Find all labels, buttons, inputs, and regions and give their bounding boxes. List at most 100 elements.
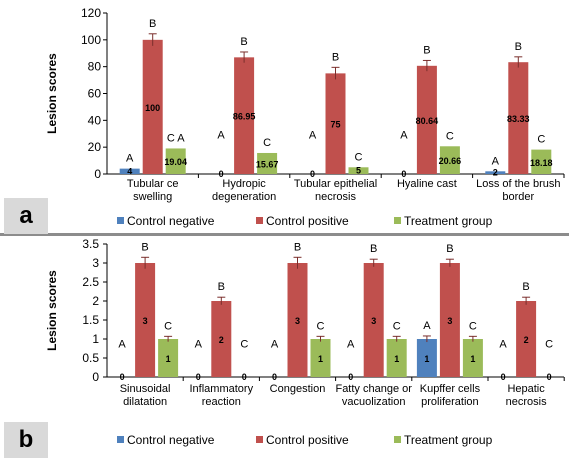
legend-label: Treatment group (404, 214, 493, 228)
bar (531, 149, 552, 174)
data-label: 100 (145, 103, 160, 113)
significance-letter: A (347, 339, 355, 351)
data-label: 83.33 (507, 114, 530, 124)
data-label: 1 (394, 354, 399, 364)
bar (386, 339, 407, 377)
category-label: Kupffer cells (420, 383, 481, 395)
data-label: 3 (371, 316, 376, 326)
data-label: 0 (219, 169, 224, 179)
significance-letter: B (332, 51, 339, 63)
data-label: 19.04 (164, 157, 187, 167)
bar (508, 62, 529, 175)
y-tick-label: 0 (94, 167, 101, 181)
legend-label: Control positive (266, 433, 349, 447)
category-label: Congestion (270, 383, 326, 395)
category-label: necrosis (506, 396, 547, 408)
data-label: 80.64 (416, 116, 439, 126)
legend-swatch (394, 217, 401, 224)
data-label: 0 (310, 169, 315, 179)
data-label: 0 (547, 372, 552, 382)
legend-label: Control negative (127, 214, 215, 228)
y-tick-label: 1 (92, 332, 99, 346)
y-tick-label: 40 (88, 113, 102, 127)
significance-letter: B (515, 41, 522, 53)
data-label: 0 (196, 372, 201, 382)
data-label: 2 (493, 168, 498, 178)
y-axis-label: Lesion scores (45, 270, 59, 351)
significance-letter: B (446, 243, 453, 255)
bar (142, 39, 163, 175)
significance-letter: B (240, 36, 247, 48)
data-label: 0 (401, 169, 406, 179)
significance-letter: C (393, 320, 401, 332)
significance-letter: C A (167, 132, 185, 144)
bar (310, 339, 331, 377)
significance-letter: B (423, 44, 430, 56)
bar (416, 339, 437, 377)
data-label: 4 (127, 166, 132, 176)
bar (119, 168, 140, 174)
significance-letter: C (545, 339, 553, 351)
significance-letter: A (309, 130, 317, 142)
significance-letter: B (141, 241, 148, 253)
category-label: Tubular epithelial (294, 178, 377, 190)
y-tick-label: 0 (92, 370, 99, 384)
significance-letter: A (400, 130, 408, 142)
legend-swatch (256, 217, 263, 224)
bar (439, 263, 460, 377)
panel-label-a: a (4, 198, 48, 234)
y-tick-label: 20 (88, 140, 102, 154)
data-label: 3 (295, 316, 300, 326)
legend-label: Treatment group (404, 433, 493, 447)
chart-panel-b: 0 0.5 1 1.5 2 2.5 3 3.5 Lesion scores A 0 B 3 C 1 Sinus… (45, 237, 565, 447)
significance-letter: C (469, 320, 477, 332)
category-label: reaction (202, 396, 241, 408)
category-label: Hydropic (222, 178, 266, 190)
significance-letter: A (217, 130, 225, 142)
data-label: 2 (219, 335, 224, 345)
bar (485, 171, 506, 174)
data-label: 2 (524, 335, 529, 345)
category-label: degeneration (212, 191, 276, 203)
bar (211, 301, 232, 377)
y-tick-label: 3 (92, 256, 99, 270)
data-label: 3 (447, 316, 452, 326)
significance-letter: A (271, 339, 279, 351)
y-tick-label: 120 (81, 6, 101, 20)
category-label: dilatation (123, 396, 167, 408)
category-label: Sinusoidal (120, 383, 171, 395)
bar (234, 57, 255, 174)
bar (165, 148, 186, 174)
data-label: 0 (242, 372, 247, 382)
bar (287, 263, 308, 377)
category-label: Inflammatory (190, 383, 254, 395)
significance-letter: A (195, 339, 203, 351)
y-tick-label: 100 (81, 33, 101, 47)
data-label: 0 (501, 372, 506, 382)
data-label: 1 (470, 354, 475, 364)
panel-divider (0, 233, 569, 236)
significance-letter: B (522, 281, 529, 293)
bar (439, 146, 460, 174)
y-tick-label: 80 (88, 60, 102, 74)
bar (363, 263, 384, 377)
significance-letter: B (294, 241, 301, 253)
data-label: 0 (348, 372, 353, 382)
significance-letter: A (499, 339, 507, 351)
category-label: Loss of the brush (476, 178, 560, 190)
significance-letter: B (370, 243, 377, 255)
significance-letter: B (218, 281, 225, 293)
significance-letter: B (149, 18, 156, 30)
data-label: 86.95 (233, 112, 256, 122)
legend-label: Control negative (127, 433, 215, 447)
category-label: swelling (133, 191, 172, 203)
y-tick-label: 3.5 (82, 237, 99, 251)
legend-swatch (256, 436, 263, 443)
legend-swatch (394, 436, 401, 443)
bar (158, 339, 179, 377)
significance-letter: C (164, 320, 172, 332)
significance-letter: C (263, 137, 271, 149)
bar (348, 167, 369, 174)
